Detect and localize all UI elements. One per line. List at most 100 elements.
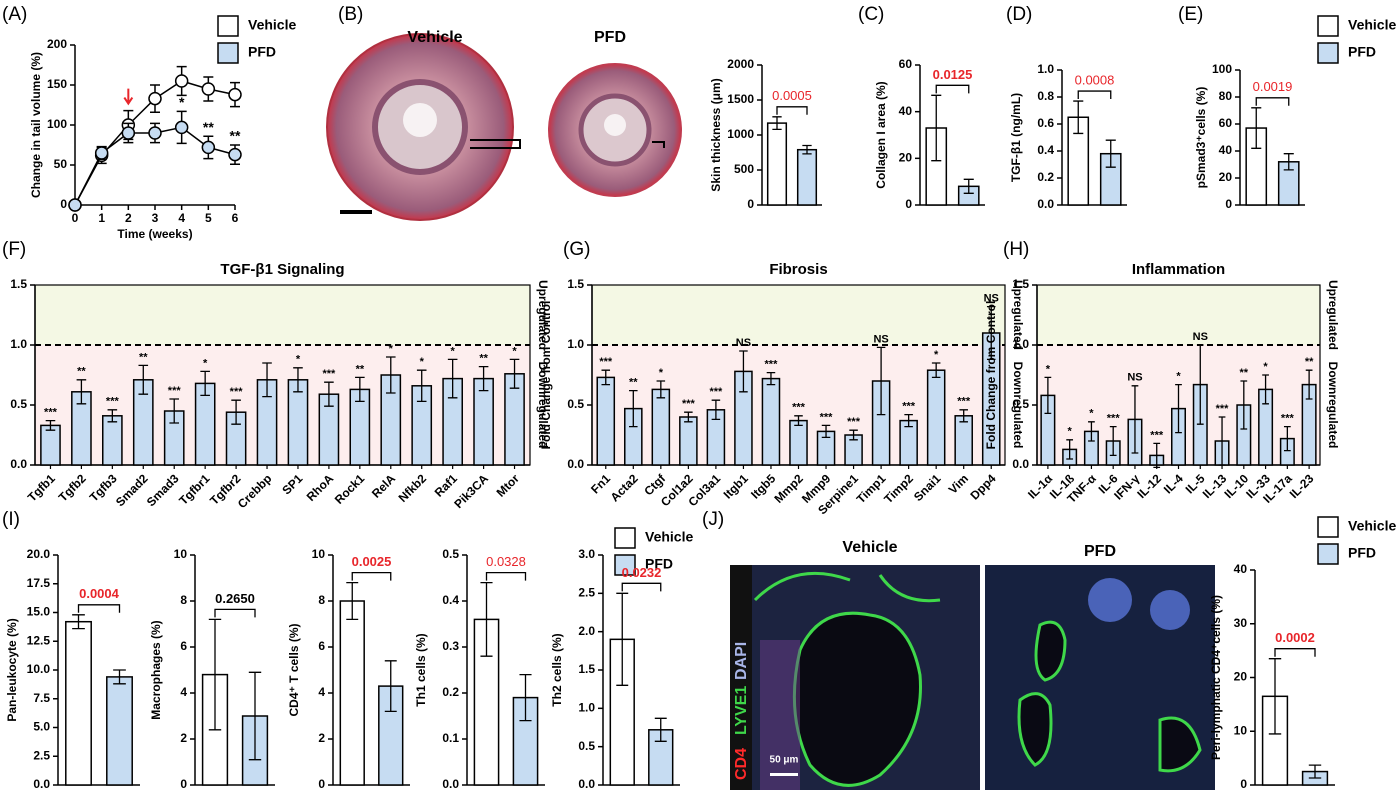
error-bar: [248, 671, 262, 761]
error-bar: [1131, 385, 1139, 454]
x-tick-label: Smad2: [113, 471, 151, 509]
y-tick-label: 0.0: [10, 457, 27, 471]
y-tick-label: 40: [1234, 562, 1248, 576]
y-tick-label: 0: [318, 777, 325, 791]
legend-swatch: [1317, 15, 1339, 37]
y-tick-label: 0.5: [578, 739, 595, 753]
y-tick-label: 500: [734, 162, 754, 176]
significance-bracket: [776, 106, 808, 115]
significance: *: [512, 345, 517, 357]
y-tick-label: 0.6: [1037, 116, 1054, 130]
bar: [287, 379, 309, 466]
error-bar: [293, 367, 303, 393]
error-bar: [963, 178, 974, 194]
x-tick-label: Nfkb2: [396, 471, 430, 505]
bar: [789, 419, 808, 466]
tissue-lumen: [403, 103, 437, 137]
x-tick-label: IL-10: [1221, 471, 1251, 501]
x-tick-label: 4: [178, 211, 185, 225]
legend-swatch: [614, 554, 636, 576]
error-bar: [986, 305, 996, 361]
error-bar: [509, 358, 520, 389]
bar: [106, 676, 133, 786]
y-axis-label: Change in tail volume (%): [29, 52, 43, 198]
y-tick-label: 0.0: [1012, 457, 1029, 471]
side-label: Upregulated: [1326, 280, 1340, 350]
error-bar: [1262, 374, 1269, 405]
x-tick-label: IL-13: [1200, 471, 1230, 501]
upregulated-zone: [1037, 285, 1320, 345]
significance: ***: [847, 416, 861, 428]
side-label: Downregulated: [1326, 362, 1340, 449]
error-bar: [684, 411, 693, 423]
y-tick-label: 1500: [727, 92, 754, 106]
x-tick-label: Itgb1: [721, 471, 751, 501]
panel-label: (I): [2, 509, 20, 530]
bar: [473, 377, 494, 466]
error-bar: [1109, 425, 1117, 457]
significance: ***: [1281, 413, 1295, 425]
error-bar: [169, 398, 180, 424]
point: [121, 126, 136, 140]
significance: **: [230, 128, 241, 144]
y-tick-label: 10: [174, 547, 188, 561]
significance-bracket: [1274, 648, 1316, 657]
x-tick-label: Crebbp: [235, 471, 275, 511]
point: [94, 146, 109, 160]
scale-bar: [340, 210, 372, 214]
error-bar: [656, 380, 666, 399]
y-tick-label: 1.0: [578, 701, 595, 715]
error-bar: [876, 346, 886, 416]
x-tick-label: 0: [72, 211, 79, 225]
upregulated-zone: [35, 285, 530, 345]
significance: *: [1089, 408, 1094, 420]
error-bar: [45, 419, 56, 431]
p-value: 0.2650: [215, 591, 255, 606]
x-tick-label: RhoA: [304, 471, 337, 504]
error-bar: [772, 116, 782, 131]
significance-bracket: [935, 84, 970, 94]
significance: *: [451, 345, 456, 357]
image-label: Vehicle: [407, 29, 462, 46]
y-tick-label: 0.0: [1037, 197, 1054, 211]
significance: NS: [736, 337, 751, 349]
stain-legend: CD4 LYVE1 DAPI: [733, 642, 750, 780]
panel-label: (A): [2, 4, 27, 25]
y-tick-label: 0.2: [1037, 170, 1054, 184]
legend-label: PFD: [1348, 545, 1376, 561]
significance: ***: [1216, 403, 1230, 415]
significance: *: [203, 357, 208, 369]
y-tick-label: 200: [47, 37, 67, 51]
error-bar: [849, 429, 858, 441]
significance: NS: [1193, 331, 1208, 343]
significance: **: [1305, 356, 1314, 368]
y-tick-label: 2.5: [33, 748, 50, 762]
x-tick-label: Smad3: [144, 471, 182, 509]
upregulated-zone: [592, 285, 1005, 345]
panel-label: (F): [2, 239, 26, 260]
significance: *: [1046, 363, 1051, 375]
y-tick-label: 1.0: [567, 337, 584, 351]
error-bar: [346, 581, 359, 621]
p-value: 0.0002: [1275, 630, 1315, 645]
y-tick-label: 0: [60, 197, 67, 211]
point: [148, 126, 162, 140]
tissue-lumen: [604, 114, 626, 136]
y-axis-label: Fold Change from Control: [539, 301, 553, 450]
bar: [954, 415, 973, 466]
y-tick-label: 3.0: [578, 547, 595, 561]
legend-swatch: [614, 527, 636, 549]
significance: ***: [1107, 413, 1121, 425]
y-tick-label: 0.4: [1037, 143, 1054, 157]
legend-swatch: [1317, 543, 1339, 565]
y-tick-label: 0.4: [442, 593, 459, 607]
p-value: 0.0232: [622, 565, 662, 580]
x-tick-label: Rock1: [332, 471, 368, 507]
error-bar: [931, 362, 941, 379]
y-tick-label: 4: [180, 685, 187, 699]
x-tick-label: IL-23: [1287, 471, 1317, 501]
y-tick-label: 2: [318, 731, 325, 745]
y-tick-label: 0: [747, 197, 754, 211]
significance: **: [1240, 367, 1249, 379]
